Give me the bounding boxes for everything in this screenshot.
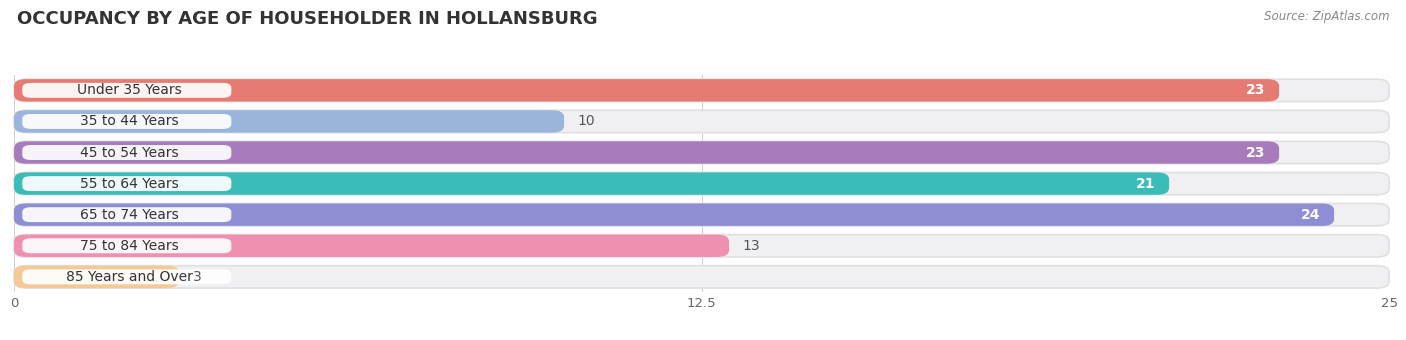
Text: 75 to 84 Years: 75 to 84 Years <box>80 239 179 253</box>
Text: OCCUPANCY BY AGE OF HOUSEHOLDER IN HOLLANSBURG: OCCUPANCY BY AGE OF HOUSEHOLDER IN HOLLA… <box>17 10 598 28</box>
FancyBboxPatch shape <box>22 269 232 284</box>
FancyBboxPatch shape <box>14 204 1389 226</box>
Text: 23: 23 <box>1246 83 1265 97</box>
Text: Source: ZipAtlas.com: Source: ZipAtlas.com <box>1264 10 1389 23</box>
FancyBboxPatch shape <box>22 176 232 191</box>
Text: 45 to 54 Years: 45 to 54 Years <box>80 146 179 159</box>
FancyBboxPatch shape <box>14 141 1389 164</box>
Text: 21: 21 <box>1136 176 1156 191</box>
FancyBboxPatch shape <box>14 110 1389 133</box>
FancyBboxPatch shape <box>14 204 1334 226</box>
Text: 65 to 74 Years: 65 to 74 Years <box>80 208 179 222</box>
FancyBboxPatch shape <box>14 235 730 257</box>
Text: 3: 3 <box>193 270 201 284</box>
Text: 55 to 64 Years: 55 to 64 Years <box>80 176 179 191</box>
Text: 85 Years and Over: 85 Years and Over <box>66 270 193 284</box>
Text: 10: 10 <box>578 115 596 129</box>
FancyBboxPatch shape <box>22 207 232 222</box>
Text: Under 35 Years: Under 35 Years <box>77 83 181 97</box>
FancyBboxPatch shape <box>14 172 1389 195</box>
FancyBboxPatch shape <box>14 110 564 133</box>
FancyBboxPatch shape <box>22 238 232 253</box>
Text: 23: 23 <box>1246 146 1265 159</box>
FancyBboxPatch shape <box>14 79 1279 102</box>
Text: 35 to 44 Years: 35 to 44 Years <box>80 115 179 129</box>
FancyBboxPatch shape <box>14 79 1389 102</box>
FancyBboxPatch shape <box>22 114 232 129</box>
Text: 13: 13 <box>742 239 761 253</box>
FancyBboxPatch shape <box>14 266 1389 288</box>
FancyBboxPatch shape <box>22 83 232 98</box>
FancyBboxPatch shape <box>14 141 1279 164</box>
Text: 24: 24 <box>1301 208 1320 222</box>
FancyBboxPatch shape <box>14 172 1170 195</box>
FancyBboxPatch shape <box>14 235 1389 257</box>
FancyBboxPatch shape <box>22 145 232 160</box>
FancyBboxPatch shape <box>14 266 179 288</box>
